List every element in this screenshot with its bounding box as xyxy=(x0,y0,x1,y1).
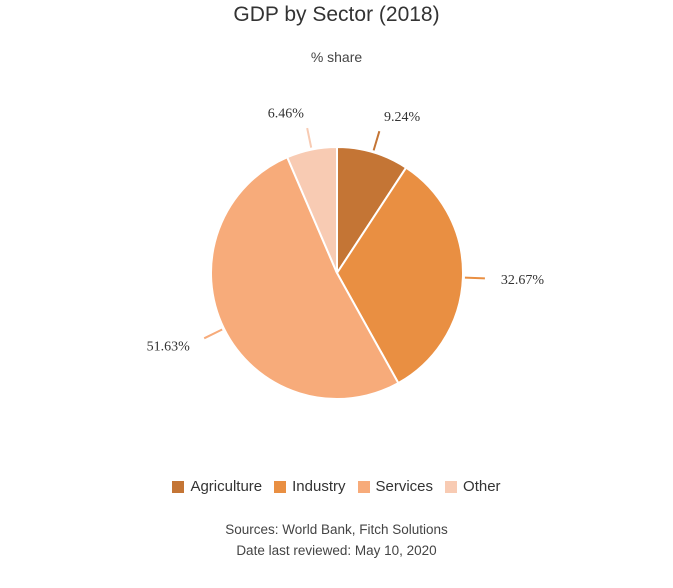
chart-title: GDP by Sector (2018) xyxy=(233,3,440,26)
pie-slice-other[interactable] xyxy=(285,145,338,274)
leader-line-other xyxy=(306,127,313,148)
leader-line-industry xyxy=(464,276,485,280)
legend-swatch xyxy=(172,480,185,493)
legend-label: Agriculture xyxy=(190,478,263,495)
legend-label: Services xyxy=(375,478,434,495)
pie-slice-services[interactable] xyxy=(210,155,400,400)
data-label-services: 51.63% xyxy=(147,339,191,354)
data-label-industry: 32.67% xyxy=(501,273,544,288)
legend-label: Other xyxy=(463,478,501,495)
data-label-other: 6.46% xyxy=(268,106,305,121)
review-date-note: Date last reviewed: May 10, 2020 xyxy=(236,543,437,558)
legend-swatch xyxy=(445,480,458,493)
legend-item-agriculture[interactable]: Agriculture xyxy=(172,478,262,495)
data-labels: 9.24% 32.67% 51.63% 6.46% xyxy=(147,106,545,354)
legend-item-services[interactable]: Services xyxy=(357,478,434,495)
source-note: Sources: World Bank, Fitch Solutions xyxy=(225,522,448,537)
leader-lines xyxy=(203,127,485,340)
legend-item-other[interactable]: Other xyxy=(445,478,501,495)
leader-line-services xyxy=(203,328,223,340)
pie-slices xyxy=(210,145,464,400)
leader-line-agriculture xyxy=(372,130,381,151)
legend-label: Industry xyxy=(292,478,346,495)
chart-legend: Agriculture Industry Services Other xyxy=(0,478,673,495)
legend-swatch xyxy=(357,480,370,493)
chart-subtitle: % share xyxy=(310,49,363,65)
data-label-agriculture: 9.24% xyxy=(384,110,421,125)
legend-swatch xyxy=(274,480,287,493)
legend-item-industry[interactable]: Industry xyxy=(274,478,346,495)
